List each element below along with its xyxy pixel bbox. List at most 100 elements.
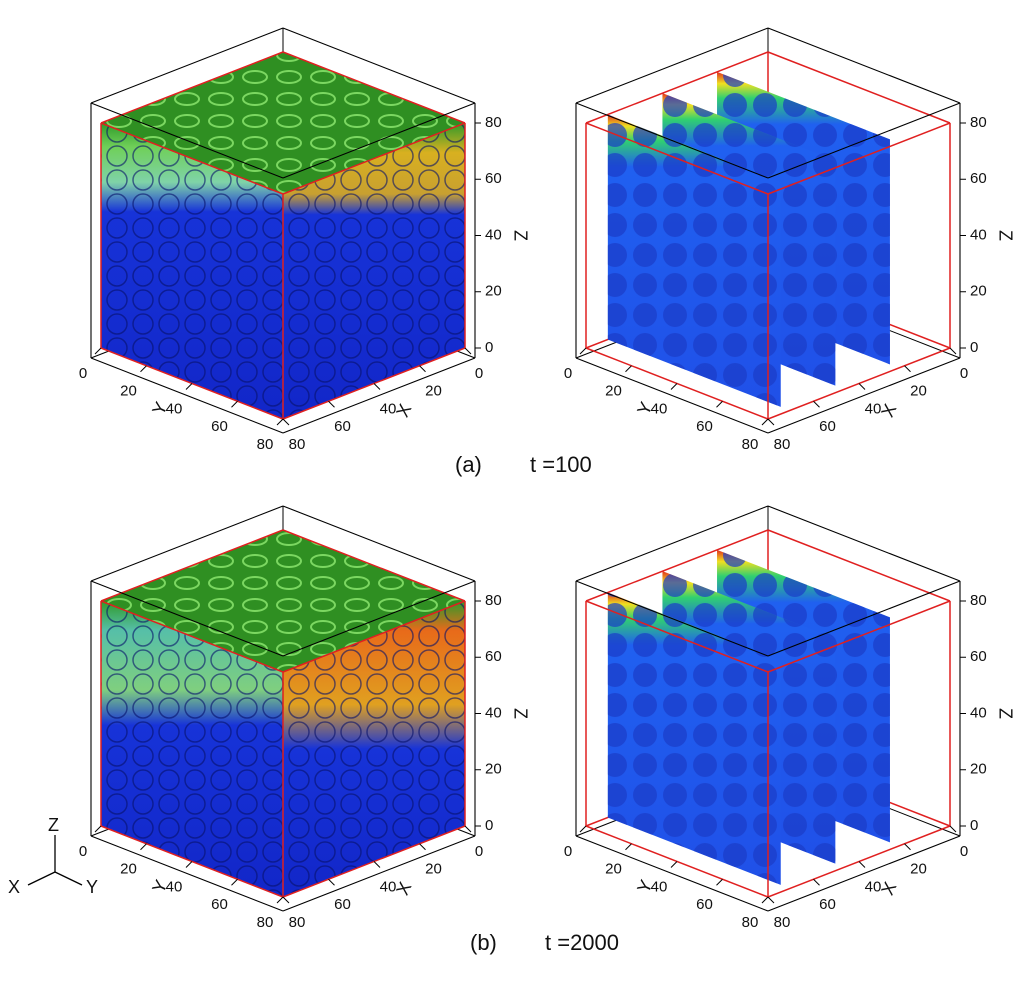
x-tick-label: 80: [289, 914, 306, 931]
y-tick-label: 60: [211, 896, 228, 913]
frame-edge: [767, 580, 961, 657]
right-texture: [283, 123, 465, 419]
x-tick: [949, 347, 957, 355]
frame-edge: [575, 357, 769, 434]
frame-edge: [282, 102, 476, 179]
y-tick: [716, 400, 723, 408]
x-tick: [767, 418, 775, 426]
y-tick: [94, 347, 102, 355]
box-edge: [767, 51, 951, 124]
y-tick: [761, 418, 769, 426]
box-edge: [282, 51, 466, 124]
x-tick-label: 60: [819, 418, 836, 435]
z-tick-label: 40: [485, 704, 502, 721]
x-tick-label: 0: [960, 365, 968, 382]
y-tick-label: 20: [605, 383, 622, 400]
y-tick-label: 40: [166, 400, 183, 417]
y-tick-label: 0: [564, 365, 572, 382]
x-tick-label: 20: [425, 861, 442, 878]
x-tick: [464, 347, 472, 355]
box-edge: [100, 600, 284, 673]
x-tick-label: 40: [380, 878, 397, 895]
z-tick-label: 80: [485, 114, 502, 131]
frame-edge: [282, 27, 476, 104]
x-tick: [813, 878, 820, 886]
z-tick-label: 20: [485, 283, 502, 300]
x-tick-label: 60: [334, 896, 351, 913]
frame-edge: [767, 27, 961, 104]
panel-caption: t =100: [530, 452, 592, 477]
left-texture: [101, 601, 283, 897]
x-tick-label: 80: [774, 914, 791, 931]
z-tick-label: 80: [970, 114, 987, 131]
y-tick: [185, 383, 193, 390]
x-tick: [858, 861, 866, 868]
right-texture: [283, 601, 465, 897]
box-edge: [767, 122, 951, 195]
box-edge: [767, 600, 951, 673]
frame-edge: [575, 835, 769, 912]
panel-label: (b): [470, 930, 497, 955]
x-tick: [858, 383, 866, 390]
x-tick-label: 60: [819, 896, 836, 913]
x-tick-label: 20: [910, 383, 927, 400]
z-tick-label: 20: [485, 761, 502, 778]
frame-edge: [575, 505, 769, 582]
y-tick-label: 40: [651, 878, 668, 895]
box-edge: [282, 122, 466, 195]
slice-texture: [607, 114, 781, 407]
x-tick-label: 40: [380, 400, 397, 417]
x-tick-label: 0: [475, 843, 483, 860]
y-tick: [276, 418, 284, 426]
z-tick-label: 0: [970, 339, 978, 356]
y-tick-label: 60: [696, 896, 713, 913]
frame-edge: [282, 580, 476, 657]
z-axis-title: Z: [510, 708, 530, 719]
z-tick-label: 80: [970, 592, 987, 609]
y-tick: [579, 347, 587, 355]
y-tick-label: 40: [651, 400, 668, 417]
frame-edge: [282, 505, 476, 582]
y-tick-label: 40: [166, 878, 183, 895]
panel-caption: t =2000: [545, 930, 619, 955]
frame-edge: [90, 505, 284, 582]
x-tick: [904, 365, 911, 373]
y-tick-label: 80: [742, 914, 759, 931]
slice-texture: [607, 592, 781, 885]
x-tick-label: 0: [475, 365, 483, 382]
box-edge: [585, 51, 769, 124]
box-edge: [585, 122, 769, 195]
x-tick-label: 80: [289, 436, 306, 453]
x-tick-label: 0: [960, 843, 968, 860]
frame-edge: [575, 102, 769, 179]
x-tick-label: 80: [774, 436, 791, 453]
y-tick: [185, 861, 193, 868]
triad-y: Y: [86, 877, 98, 897]
box-edge: [585, 529, 769, 602]
y-tick: [94, 825, 102, 833]
y-tick: [625, 843, 632, 851]
y-tick-label: 20: [120, 383, 137, 400]
x-tick: [949, 825, 957, 833]
orientation-triad: Z X Y: [8, 815, 98, 897]
y-tick: [670, 861, 678, 868]
y-tick: [670, 383, 678, 390]
triad-z: Z: [48, 815, 59, 835]
z-tick-label: 60: [970, 170, 987, 187]
frame-edge: [575, 580, 769, 657]
x-tick: [904, 843, 911, 851]
z-tick-label: 60: [485, 170, 502, 187]
frame-edge: [767, 835, 961, 912]
y-tick: [140, 843, 147, 851]
z-tick-label: 20: [970, 761, 987, 778]
box-edge: [585, 600, 769, 673]
y-tick: [761, 896, 769, 904]
y-tick: [276, 896, 284, 904]
y-tick-label: 60: [696, 418, 713, 435]
x-tick: [282, 418, 290, 426]
